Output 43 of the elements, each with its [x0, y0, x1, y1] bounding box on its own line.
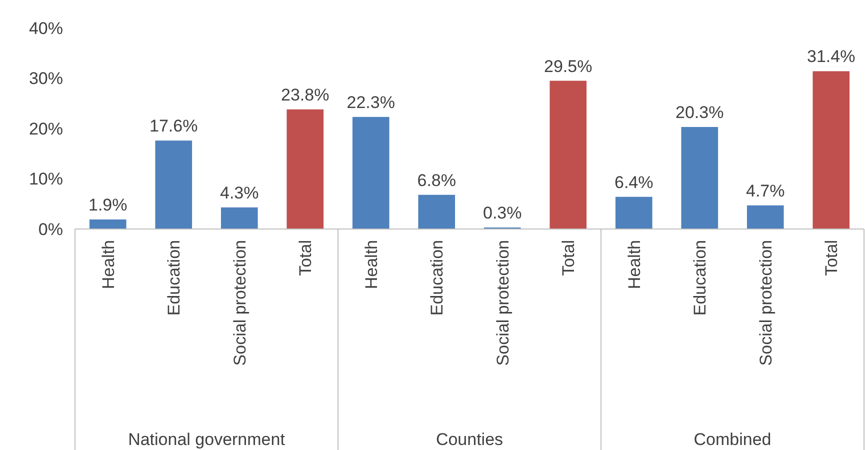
- x-tick-label: Social protection: [756, 240, 776, 366]
- bar: [286, 109, 324, 229]
- data-label: 0.3%: [483, 203, 522, 222]
- x-tick-label: Total: [822, 240, 842, 276]
- x-tick-label: Health: [98, 240, 118, 290]
- bar: [220, 207, 258, 229]
- x-axis-title: National government: [128, 430, 286, 449]
- data-label: 23.8%: [281, 85, 330, 104]
- y-tick-label: 30%: [28, 69, 63, 88]
- x-tick-label: Education: [690, 240, 710, 316]
- x-axis-title: Counties: [436, 430, 504, 449]
- bar: [352, 116, 390, 229]
- x-tick-label: Total: [559, 240, 578, 276]
- data-label: 1.9%: [88, 195, 128, 214]
- y-tick-label: 20%: [28, 119, 63, 138]
- x-tick-label: Education: [428, 240, 447, 316]
- bar: [746, 205, 784, 229]
- x-tick-label: Health: [624, 240, 644, 290]
- data-label: 4.3%: [220, 183, 259, 202]
- data-label: 29.5%: [544, 56, 592, 76]
- bar: [615, 196, 652, 229]
- bar: [550, 80, 587, 229]
- x-tick-label: Health: [362, 240, 381, 290]
- x-axis-title: Combined: [694, 430, 772, 449]
- bar: [155, 140, 192, 229]
- data-label: 17.6%: [150, 116, 198, 136]
- x-tick-label: Total: [296, 240, 316, 276]
- data-label: 4.7%: [746, 181, 785, 200]
- y-tick-label: 10%: [28, 170, 63, 189]
- data-label: 31.4%: [807, 47, 856, 66]
- y-tick-label: 0%: [38, 220, 63, 239]
- data-label: 6.8%: [417, 170, 456, 190]
- data-label: 6.4%: [614, 172, 654, 192]
- x-tick-label: Social protection: [493, 240, 512, 366]
- data-label: 22.3%: [346, 92, 395, 112]
- bar: [418, 194, 456, 229]
- bar: [89, 219, 126, 229]
- bar: [812, 71, 850, 229]
- x-tick-label: Social protection: [230, 240, 250, 366]
- data-label: 20.3%: [676, 102, 724, 122]
- bar: [681, 126, 718, 229]
- x-tick-label: Education: [164, 240, 184, 316]
- y-tick-label: 40%: [28, 18, 63, 38]
